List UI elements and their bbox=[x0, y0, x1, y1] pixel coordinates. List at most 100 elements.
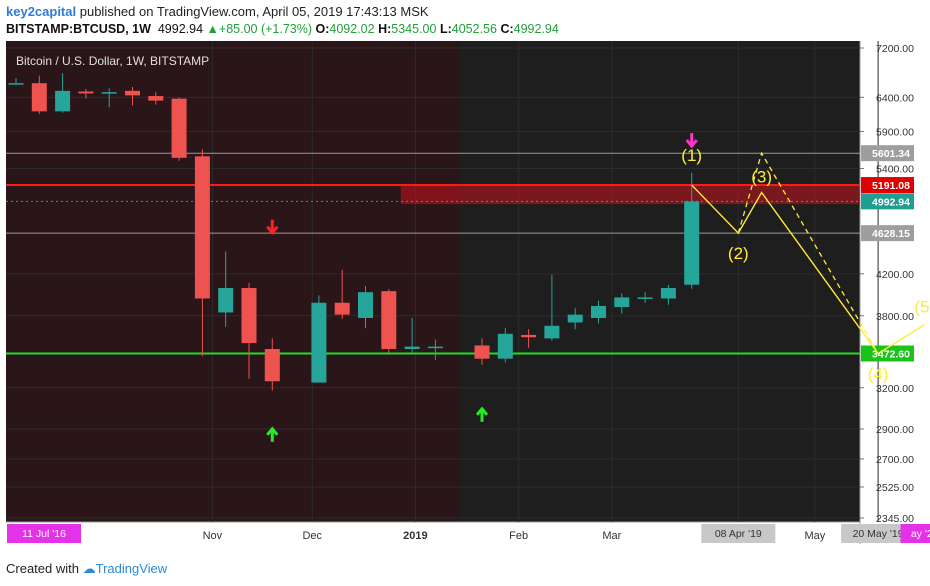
chart-title: Bitcoin / U.S. Dollar, 1W, BITSTAMP bbox=[16, 54, 209, 68]
candle bbox=[194, 149, 210, 357]
low-label: L: bbox=[439, 22, 452, 36]
price-lines: 5601.34 5191.08 4992.94 4628.15 3472.60 bbox=[6, 145, 914, 362]
y-tick-label: 7200.00 bbox=[876, 43, 914, 55]
y-tick-label: 2900.00 bbox=[876, 424, 914, 436]
candle-body bbox=[334, 302, 350, 315]
candle-body bbox=[78, 91, 94, 94]
candle bbox=[637, 292, 653, 303]
wave-label: (4) bbox=[868, 365, 889, 384]
footer: Created with ☁TradingView bbox=[6, 561, 167, 577]
candle-body bbox=[55, 90, 71, 112]
y-tick-label: 2525.00 bbox=[876, 482, 914, 494]
x-highlight-badge bbox=[7, 524, 81, 543]
author-link[interactable]: key2capital bbox=[6, 4, 77, 19]
candle bbox=[427, 339, 443, 360]
wave-alternate-path bbox=[737, 151, 879, 354]
y-tick-label: 3800.00 bbox=[876, 311, 914, 323]
y-tick-label: 2700.00 bbox=[876, 454, 914, 466]
y-tick-label: 2345.00 bbox=[876, 513, 914, 525]
candle bbox=[474, 338, 490, 365]
candle-body bbox=[125, 90, 140, 96]
high-label: H: bbox=[378, 22, 392, 36]
candle bbox=[381, 289, 397, 353]
high-value: 5345.00 bbox=[391, 22, 437, 36]
candle-body bbox=[194, 156, 210, 299]
candle bbox=[78, 88, 94, 99]
candle bbox=[218, 251, 234, 327]
x-tick-label: Feb bbox=[509, 530, 528, 542]
x-tick-label: Mar bbox=[602, 530, 621, 542]
resistance-zone bbox=[400, 184, 860, 205]
close-label: C: bbox=[500, 22, 514, 36]
candle-body bbox=[521, 334, 537, 338]
candle bbox=[544, 274, 560, 341]
candle-body bbox=[614, 297, 630, 308]
symbol-label: BITSTAMP:BTCUSD, 1W bbox=[6, 22, 151, 36]
arrow-up-icon bbox=[475, 406, 489, 422]
price-change: +85.00 (+1.73%) bbox=[218, 22, 313, 36]
y-tick-label: 3200.00 bbox=[876, 383, 914, 395]
candle bbox=[614, 293, 630, 314]
wave-label: (5) bbox=[914, 298, 930, 317]
y-tick-label: 5900.00 bbox=[876, 126, 914, 138]
candle-body bbox=[474, 345, 490, 359]
candle-body bbox=[381, 291, 397, 350]
price-badge bbox=[861, 193, 914, 210]
price-badge bbox=[861, 145, 914, 162]
candle bbox=[311, 295, 327, 383]
candle bbox=[404, 317, 420, 353]
x-marker-badge bbox=[701, 524, 776, 543]
created-with-text: Created with bbox=[6, 561, 79, 576]
publish-info: key2capital published on TradingView.com… bbox=[6, 4, 429, 19]
tradingview-logo-icon: ☁ bbox=[82, 561, 96, 576]
low-value: 4052.56 bbox=[451, 22, 497, 36]
price-badge bbox=[861, 177, 914, 194]
wave-path bbox=[691, 184, 926, 355]
candle-body bbox=[218, 288, 234, 313]
x-tick-label: 20 May '19 bbox=[853, 528, 904, 540]
arrow-head bbox=[266, 225, 279, 236]
arrow-head bbox=[685, 139, 698, 149]
candle-body bbox=[171, 98, 187, 158]
price-badge-label: 4628.15 bbox=[872, 228, 910, 240]
candle-body bbox=[637, 297, 653, 299]
candle-body bbox=[497, 333, 513, 359]
candle-body bbox=[544, 325, 560, 339]
change-up-icon: ▲ bbox=[206, 22, 219, 36]
price-axis-background bbox=[860, 41, 916, 544]
candle-body bbox=[660, 288, 676, 299]
candles bbox=[8, 73, 700, 391]
candle-body bbox=[148, 96, 164, 101]
published-text: published on TradingView.com, April 05, … bbox=[79, 4, 429, 19]
price-badge bbox=[861, 345, 914, 362]
candle bbox=[264, 338, 280, 391]
candle bbox=[101, 88, 117, 108]
price-badge-label: 3472.60 bbox=[872, 349, 910, 361]
time-axis-background bbox=[6, 522, 860, 544]
signal-arrows bbox=[266, 133, 698, 442]
candle-body bbox=[404, 346, 420, 350]
close-value: 4992.94 bbox=[513, 22, 559, 36]
y-tick-label: 4200.00 bbox=[876, 269, 914, 281]
price-badge bbox=[861, 225, 914, 242]
candle-body bbox=[591, 305, 606, 318]
candle bbox=[148, 92, 164, 105]
x-tick-label: ay '20 bbox=[911, 528, 930, 540]
candle-body bbox=[101, 92, 117, 94]
price-badge-label: 5191.08 bbox=[872, 180, 910, 192]
candle-body bbox=[8, 83, 24, 85]
price-badge-label: 4992.94 bbox=[872, 196, 910, 208]
candle-body bbox=[427, 346, 443, 349]
x-tick-label: 11 Jul '16 bbox=[22, 528, 66, 540]
candle bbox=[521, 329, 537, 348]
candle bbox=[358, 285, 373, 329]
wave-label: (1) bbox=[681, 146, 702, 165]
tradingview-brand[interactable]: TradingView bbox=[95, 561, 168, 576]
candle bbox=[8, 78, 24, 85]
x-highlight-badge bbox=[900, 524, 930, 543]
open-value: 4092.02 bbox=[329, 22, 375, 36]
arrow-head bbox=[475, 406, 489, 416]
x-marker-badge bbox=[841, 524, 916, 543]
x-tick-label: 08 Apr '19 bbox=[715, 528, 762, 540]
